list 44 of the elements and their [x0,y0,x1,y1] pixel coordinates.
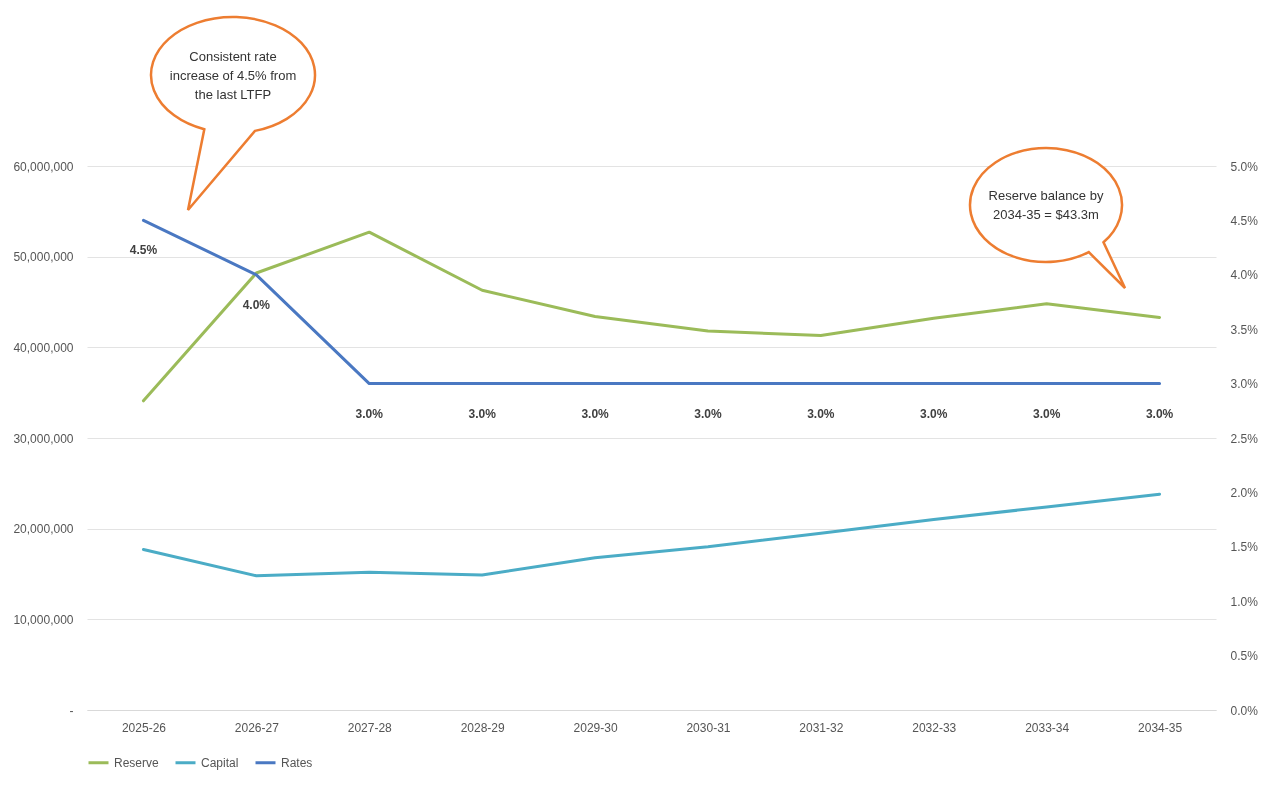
y2-tick-label: 2.5% [1230,431,1259,446]
data-label: 3.0% [807,406,835,421]
data-label: 3.0% [1145,406,1174,421]
y2-tick-label: 4.0% [1230,268,1259,283]
y2-tick-label: 0.5% [1230,649,1259,664]
y2-tick-label: 1.5% [1230,540,1259,555]
x-tick-label: 2033-34 [1025,720,1070,735]
y2-tick-label: 5.0% [1230,159,1259,174]
annotation: Reserve balance by 2034-35 = $43.3m [987,187,1105,224]
y-tick-label: 40,000,000 [13,340,74,355]
x-tick-label: 2027-28 [347,720,393,735]
data-label: 3.0% [694,406,722,421]
x-tick-label: 2025-26 [121,720,167,735]
y2-tick-label: 4.5% [1230,213,1259,228]
y-tick-label: - [69,703,74,718]
data-label: 3.0% [920,406,948,421]
x-tick-label: 2026-27 [234,720,280,735]
x-tick-label: 2032-33 [912,720,957,735]
data-label: 4.5% [129,243,158,258]
data-label: 3.0% [1032,406,1061,421]
y2-tick-label: 2.0% [1230,485,1259,500]
y-tick-label: 10,000,000 [13,612,74,627]
legend-label: Rates [281,755,313,770]
x-tick-label: 2030-31 [686,720,731,735]
y-tick-label: 30,000,000 [13,431,74,446]
y-tick-label: 20,000,000 [13,522,74,537]
data-label: 3.0% [468,406,497,421]
x-tick-label: 2034-35 [1138,720,1183,735]
y2-tick-label: 1.0% [1230,594,1259,609]
y-tick-label: 50,000,000 [13,250,74,265]
y-tick-label: 60,000,000 [13,159,74,174]
data-label: 4.0% [242,297,271,312]
legend-label: Capital [201,755,239,770]
y2-tick-label: 3.5% [1230,322,1259,337]
line-series [141,492,1162,578]
data-label: 3.0% [581,406,610,421]
legend-label: Reserve [114,755,160,770]
text: Consistent rate increase of 4.5% from the last LTFP [168,47,298,104]
x-tick-label: 2029-30 [573,720,618,735]
y2-tick-label: 3.0% [1230,377,1259,392]
data-label: 3.0% [355,406,384,421]
x-tick-label: 2031-32 [799,720,844,735]
x-tick-label: 2028-29 [460,720,505,735]
y2-tick-label: 0.0% [1230,703,1259,718]
